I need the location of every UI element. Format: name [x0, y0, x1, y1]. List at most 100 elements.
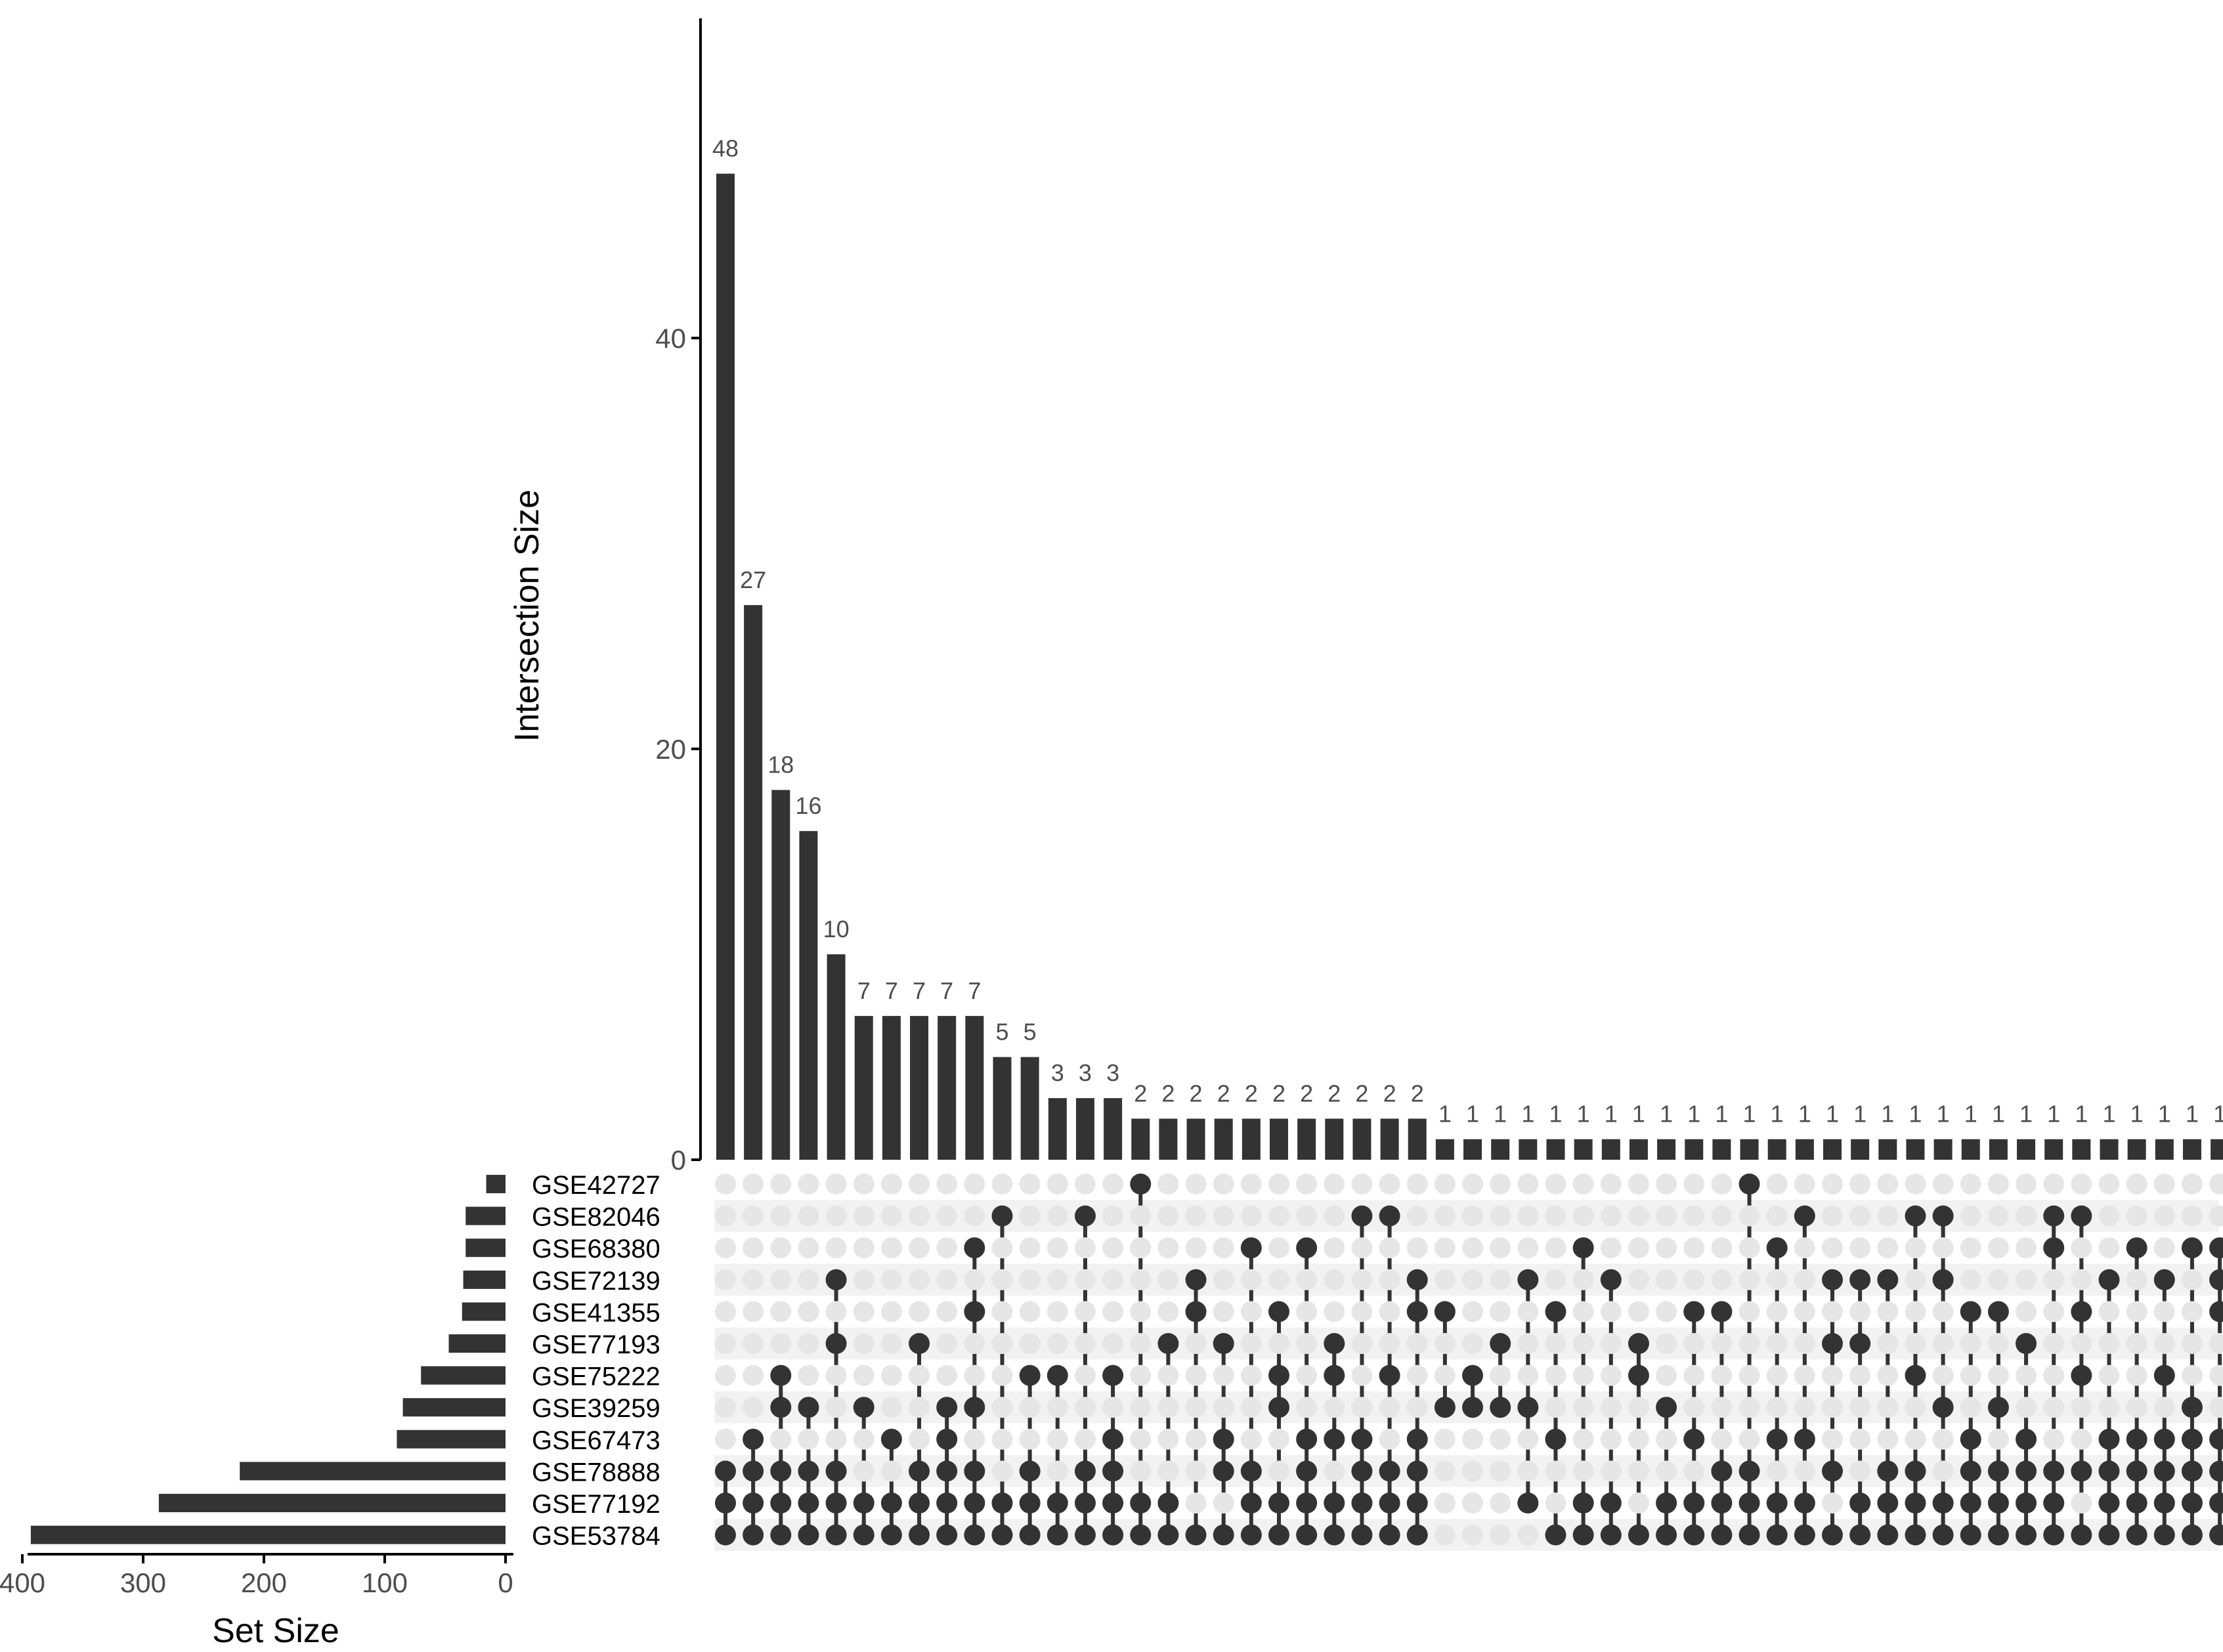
matrix-dot-active: [2043, 1460, 2065, 1482]
set-name-label: GSE77193: [532, 1330, 660, 1359]
matrix-dot-inactive: [1047, 1174, 1068, 1195]
matrix-dot-active: [2016, 1333, 2037, 1354]
matrix-dot-inactive: [1628, 1460, 1649, 1482]
set-size-bar: [465, 1239, 506, 1258]
matrix-dot-inactive: [2153, 1301, 2175, 1323]
matrix-dot-active: [1213, 1333, 1234, 1354]
intersection-y-tick-label: 0: [671, 1145, 686, 1175]
matrix-dot-inactive: [1406, 1174, 1428, 1195]
matrix-dot-inactive: [1794, 1397, 1815, 1418]
matrix-dot-inactive: [1877, 1301, 1899, 1323]
matrix-dot-inactive: [1628, 1269, 1649, 1290]
matrix-dot-active: [2043, 1524, 2065, 1546]
matrix-dot-inactive: [2071, 1174, 2092, 1195]
matrix-dot-inactive: [1130, 1205, 1152, 1227]
matrix-dot-inactive: [1213, 1174, 1234, 1195]
matrix-dot-active: [2071, 1301, 2092, 1323]
matrix-dot-active: [2098, 1493, 2120, 1514]
matrix-dot-inactive: [1794, 1174, 1815, 1195]
matrix-dot-inactive: [1987, 1174, 2009, 1195]
intersection-value-label: 1: [2186, 1101, 2199, 1128]
matrix-dot-inactive: [1379, 1269, 1400, 1290]
set-size-bar: [486, 1175, 506, 1193]
matrix-dot-inactive: [1406, 1333, 1428, 1354]
matrix-dot-inactive: [1628, 1237, 1649, 1259]
set-name-label: GSE75222: [532, 1363, 660, 1391]
matrix-dot-inactive: [1351, 1301, 1373, 1323]
matrix-dot-inactive: [743, 1397, 764, 1418]
intersection-value-label: 5: [1024, 1019, 1037, 1046]
matrix-dot-inactive: [1794, 1333, 1815, 1354]
matrix-dot-inactive: [1351, 1174, 1373, 1195]
matrix-dot-inactive: [1157, 1365, 1179, 1386]
matrix-dot-inactive: [770, 1333, 792, 1354]
matrix-dot-active: [964, 1397, 985, 1418]
set-size-bar: [158, 1494, 506, 1512]
matrix-dot-active: [1932, 1524, 1954, 1546]
matrix-dot-inactive: [991, 1269, 1013, 1290]
matrix-dot-active: [2016, 1460, 2037, 1482]
matrix-dot-inactive: [2098, 1365, 2120, 1386]
matrix-dot-active: [1074, 1205, 1096, 1227]
matrix-dot-inactive: [2181, 1301, 2203, 1323]
matrix-dot-active: [2181, 1397, 2203, 1418]
matrix-dot-inactive: [1434, 1205, 1456, 1227]
matrix-dot-inactive: [1130, 1269, 1152, 1290]
matrix-dot-inactive: [1157, 1397, 1179, 1418]
matrix-dot-active: [770, 1460, 792, 1482]
matrix-dot-inactive: [964, 1333, 985, 1354]
intersection-bar: [2100, 1139, 2119, 1160]
matrix-dot-inactive: [1711, 1205, 1733, 1227]
matrix-dot-inactive: [964, 1428, 985, 1450]
matrix-dot-inactive: [1240, 1205, 1262, 1227]
intersection-bar: [1214, 1118, 1233, 1160]
matrix-dot-inactive: [1130, 1397, 1152, 1418]
matrix-dot-inactive: [1185, 1237, 1207, 1259]
matrix-dot-active: [1545, 1301, 1566, 1323]
matrix-dot-inactive: [2043, 1269, 2065, 1290]
matrix-dot-inactive: [1572, 1428, 1594, 1450]
matrix-dot-inactive: [1074, 1269, 1096, 1290]
matrix-dot-inactive: [1738, 1205, 1760, 1227]
matrix-dot-active: [2209, 1269, 2223, 1290]
intersection-y-tick-label: 40: [655, 323, 686, 354]
matrix-dot-inactive: [1877, 1237, 1899, 1259]
matrix-dot-inactive: [1213, 1397, 1234, 1418]
matrix-dot-inactive: [1462, 1493, 1484, 1514]
matrix-dot-inactive: [1019, 1174, 1041, 1195]
matrix-dot-active: [2153, 1493, 2175, 1514]
intersection-value-label: 10: [823, 916, 850, 942]
intersection-value-label: 2: [1161, 1080, 1175, 1107]
matrix-dot-inactive: [1987, 1269, 2009, 1290]
matrix-dot-inactive: [1102, 1205, 1124, 1227]
matrix-dot-active: [2098, 1428, 2120, 1450]
set-size-bar: [30, 1525, 506, 1544]
matrix-dot-inactive: [1157, 1205, 1179, 1227]
matrix-dot-inactive: [2209, 1174, 2223, 1195]
matrix-dot-active: [991, 1205, 1013, 1227]
matrix-dot-inactive: [1849, 1397, 1871, 1418]
matrix-dot-inactive: [1379, 1174, 1400, 1195]
matrix-dot-inactive: [1766, 1301, 1788, 1323]
matrix-dot-inactive: [1683, 1397, 1705, 1418]
matrix-dot-inactive: [1213, 1237, 1234, 1259]
matrix-dot-inactive: [1572, 1269, 1594, 1290]
intersection-value-label: 1: [2102, 1101, 2115, 1128]
matrix-dot-active: [1711, 1301, 1733, 1323]
matrix-dot-active: [1490, 1333, 1511, 1354]
matrix-dot-active: [1683, 1493, 1705, 1514]
matrix-dot-active: [1130, 1524, 1152, 1546]
matrix-dot-inactive: [1157, 1428, 1179, 1450]
set-name-label: GSE42727: [532, 1171, 660, 1200]
matrix-dot-inactive: [964, 1174, 985, 1195]
intersection-value-label: 1: [2019, 1101, 2033, 1128]
intersection-bar: [1989, 1139, 2008, 1160]
matrix-dot-active: [1711, 1493, 1733, 1514]
intersection-bar: [1380, 1118, 1399, 1160]
matrix-dot-active: [1490, 1397, 1511, 1418]
matrix-dot-inactive: [743, 1237, 764, 1259]
matrix-dot-inactive: [1711, 1397, 1733, 1418]
matrix-dot-active: [1324, 1524, 1345, 1546]
matrix-dot-active: [2071, 1524, 2092, 1546]
matrix-dot-inactive: [1379, 1428, 1400, 1450]
